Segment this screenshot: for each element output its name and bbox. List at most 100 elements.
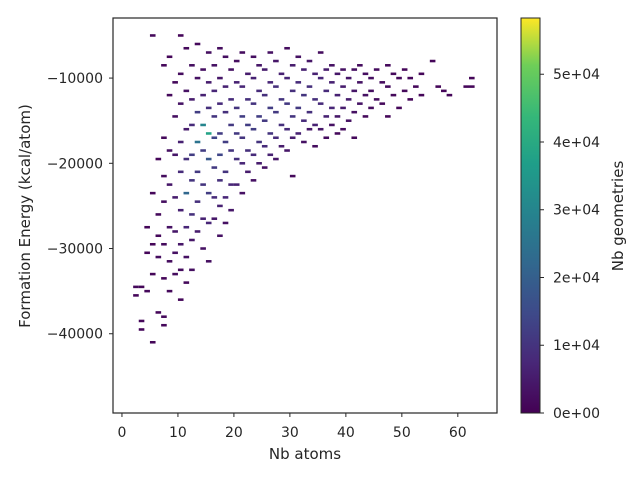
- heatmap-cell: [239, 85, 246, 88]
- heatmap-cell: [177, 268, 184, 272]
- heatmap-cell: [368, 76, 374, 80]
- heatmap-cell: [222, 55, 229, 59]
- heatmap-cell: [144, 251, 150, 255]
- heatmap-cell: [312, 123, 318, 127]
- heatmap-cell: [273, 85, 279, 88]
- colorbar-tick-label: 1e+04: [553, 338, 600, 354]
- colorbar-tick-label: 0e+00: [553, 406, 600, 422]
- heatmap-cell: [256, 89, 262, 93]
- heatmap-cell: [418, 93, 425, 97]
- heatmap-cell: [396, 106, 402, 110]
- heatmap-cell: [138, 328, 145, 331]
- heatmap-cell: [306, 85, 313, 88]
- heatmap-cell: [177, 102, 184, 105]
- heatmap-cell: [217, 234, 223, 238]
- heatmap-cell: [323, 115, 330, 118]
- heatmap-cell: [133, 285, 139, 289]
- heatmap-cell: [183, 281, 190, 284]
- heatmap-cell: [183, 255, 190, 259]
- heatmap-cell: [233, 81, 240, 84]
- heatmap-cell: [166, 55, 173, 59]
- heatmap-cell: [155, 255, 162, 259]
- heatmap-cell: [273, 136, 279, 140]
- heatmap-cell: [301, 68, 307, 71]
- heatmap-cell: [155, 234, 162, 238]
- heatmap-cell: [317, 76, 324, 80]
- heatmap-cell: [144, 289, 150, 293]
- y-tick-label: −30000: [47, 242, 103, 258]
- heatmap-cell: [133, 294, 139, 297]
- heatmap-cell: [351, 136, 358, 140]
- heatmap-cell: [228, 149, 234, 152]
- heatmap-cell: [407, 76, 414, 80]
- heatmap-cell: [200, 183, 206, 186]
- heatmap-cell: [351, 89, 358, 93]
- heatmap-cell: [217, 46, 223, 50]
- heatmap-cell: [205, 51, 212, 54]
- heatmap-cell: [323, 89, 330, 93]
- heatmap-cell: [312, 72, 318, 76]
- heatmap-cell: [317, 51, 324, 54]
- heatmap-cell: [161, 200, 167, 203]
- heatmap-cell: [183, 157, 190, 161]
- heatmap-cell: [284, 76, 290, 80]
- heatmap-cell: [295, 81, 302, 84]
- heatmap-cell: [273, 59, 279, 63]
- heatmap-cell: [284, 102, 290, 105]
- heatmap-cell: [205, 157, 212, 161]
- heatmap-cell: [161, 242, 167, 246]
- heatmap-cell: [189, 213, 195, 216]
- heatmap-cell: [189, 64, 195, 67]
- heatmap-cell: [357, 81, 363, 84]
- heatmap-cell: [161, 136, 167, 140]
- heatmap-cell: [200, 93, 206, 97]
- heatmap-cell: [418, 72, 425, 76]
- heatmap-cell: [362, 72, 369, 76]
- heatmap-cell: [138, 319, 145, 323]
- heatmap-cell: [390, 93, 397, 97]
- heatmap-cell: [217, 153, 223, 157]
- heatmap-cell: [177, 170, 184, 174]
- heatmap-cell: [295, 55, 302, 59]
- heatmap-cell: [385, 85, 391, 88]
- heatmap-cell: [329, 123, 335, 127]
- heatmap-cell: [312, 98, 318, 101]
- heatmap-cell: [273, 157, 279, 161]
- heatmap-cell: [177, 34, 184, 37]
- heatmap-cell: [362, 115, 369, 118]
- heatmap-cell: [323, 136, 330, 140]
- heatmap-cell: [245, 170, 251, 174]
- heatmap-cell: [177, 140, 184, 144]
- x-tick-label: 60: [449, 425, 467, 441]
- heatmap-cell: [278, 98, 285, 101]
- heatmap-cell: [317, 102, 324, 105]
- heatmap-cell: [194, 110, 201, 114]
- colorbar-tick-label: 4e+04: [553, 135, 600, 151]
- heatmap-cell: [345, 76, 352, 80]
- heatmap-cell: [189, 238, 195, 242]
- heatmap-cell: [301, 140, 307, 144]
- heatmap-cell: [161, 315, 167, 318]
- heatmap-cell: [261, 68, 268, 71]
- y-axis-label: Formation Energy (kcal/atom): [16, 104, 34, 328]
- heatmap-cell: [250, 102, 257, 105]
- heatmap-cell: [194, 140, 201, 144]
- heatmap-cell: [278, 72, 285, 76]
- heatmap-cell: [200, 149, 206, 152]
- heatmap-cell: [172, 81, 178, 84]
- heatmap-cell: [289, 174, 296, 178]
- heatmap-cell: [261, 166, 268, 169]
- heatmap-cell: [278, 144, 285, 148]
- heatmap-cell: [222, 196, 229, 199]
- colorbar-label: Nb geometries: [609, 161, 627, 272]
- heatmap-cell: [239, 51, 246, 54]
- heatmap-cell: [267, 153, 274, 157]
- heatmap-cell: [211, 89, 218, 93]
- heatmap-cell: [267, 106, 274, 110]
- heatmap-cell: [149, 340, 156, 344]
- heatmap-cell: [301, 119, 307, 122]
- x-tick-label: 20: [225, 425, 243, 441]
- heatmap-cell: [149, 34, 156, 37]
- heatmap-cell: [228, 123, 234, 127]
- heatmap-cell: [239, 115, 246, 118]
